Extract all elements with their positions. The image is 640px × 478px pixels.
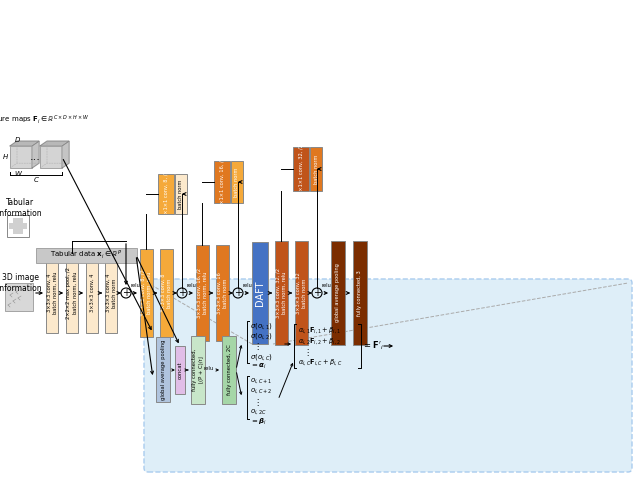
Text: 1×1×1 conv, 8, /2: 1×1×1 conv, 8, /2 [163,171,168,217]
FancyBboxPatch shape [353,241,367,345]
FancyBboxPatch shape [293,147,309,191]
FancyBboxPatch shape [140,249,153,337]
Text: C: C [33,177,38,183]
Text: $\sigma(o_{i,1})$: $\sigma(o_{i,1})$ [250,321,273,331]
Text: 3×3×3 conv, 8, /2
batch norm, relu: 3×3×3 conv, 8, /2 batch norm, relu [141,270,152,316]
FancyBboxPatch shape [158,174,174,214]
Text: fully connected, 2C: fully connected, 2C [227,345,232,395]
Text: 3×3×3 conv, 4
batch norm, relu: 3×3×3 conv, 4 batch norm, relu [46,272,58,314]
Text: relu: relu [242,283,252,288]
Polygon shape [10,141,39,146]
FancyBboxPatch shape [10,146,32,168]
FancyBboxPatch shape [46,253,58,333]
FancyBboxPatch shape [160,249,173,337]
Text: H: H [3,154,8,160]
FancyBboxPatch shape [175,174,187,214]
Text: 3×3×3 conv, 4
batch norm: 3×3×3 conv, 4 batch norm [106,274,116,312]
Text: $\alpha_{i,2}\mathbf{F}_{i,2} + \beta_{i,2}$: $\alpha_{i,2}\mathbf{F}_{i,2} + \beta_{i… [298,336,341,346]
Text: D: D [15,137,20,143]
Polygon shape [62,141,69,168]
Text: 3×3×3 conv, 4: 3×3×3 conv, 4 [90,274,95,312]
Text: concat: concat [177,361,182,379]
FancyBboxPatch shape [231,161,243,203]
Text: fully connected, 3: fully connected, 3 [358,270,362,316]
FancyBboxPatch shape [214,161,230,203]
FancyBboxPatch shape [175,346,185,394]
Text: +: + [234,288,242,298]
Text: 1×1×1 conv, 32, /2: 1×1×1 conv, 32, /2 [298,144,303,194]
Text: Feature maps $\mathbf{F}_i \in \mathbb{R}^{C\times D\times H\times W}$: Feature maps $\mathbf{F}_i \in \mathbb{R… [0,113,90,126]
FancyBboxPatch shape [40,146,62,168]
Text: relu: relu [186,283,196,288]
Text: global average pooling: global average pooling [335,263,340,323]
FancyBboxPatch shape [86,253,98,333]
Text: Tabular
information: Tabular information [0,198,42,217]
Text: 3D image
information: 3D image information [0,273,42,293]
FancyBboxPatch shape [156,337,170,402]
FancyBboxPatch shape [5,283,33,311]
FancyBboxPatch shape [191,336,205,404]
Text: DAFT: DAFT [255,280,265,306]
Text: 3×3×3 conv, 8
batch norm: 3×3×3 conv, 8 batch norm [161,274,172,312]
Text: $o_{i,C+1}$: $o_{i,C+1}$ [250,377,272,385]
Text: +: + [313,288,321,298]
Text: $\vdots$: $\vdots$ [253,396,260,408]
Text: $= \mathbf{F}'_i$: $= \mathbf{F}'_i$ [362,340,383,352]
Text: W: W [15,171,21,177]
Text: relu: relu [130,283,140,288]
Text: $\alpha_{i,1}\mathbf{F}_{i,1} + \beta_{i,1}$: $\alpha_{i,1}\mathbf{F}_{i,1} + \beta_{i… [298,325,341,335]
FancyBboxPatch shape [310,147,322,191]
FancyBboxPatch shape [7,215,29,237]
Text: 2×2×2 max pool, /2
batch norm, relu: 2×2×2 max pool, /2 batch norm, relu [67,267,77,319]
Text: $= \boldsymbol{\beta}_i$: $= \boldsymbol{\beta}_i$ [250,417,267,427]
Text: 3×3×3 conv, 32, /2
batch norm, relu: 3×3×3 conv, 32, /2 batch norm, relu [276,268,287,318]
Text: $o_{i,2C}$: $o_{i,2C}$ [250,408,267,416]
Text: $o_{i,C+2}$: $o_{i,C+2}$ [250,387,272,395]
FancyBboxPatch shape [66,253,78,333]
Text: global average pooling: global average pooling [161,339,166,400]
Text: batch norm: batch norm [234,167,239,196]
Text: 3×3×3 conv, 16, /2
batch norm, relu: 3×3×3 conv, 16, /2 batch norm, relu [197,268,208,318]
Polygon shape [40,141,69,146]
Text: Tabular data $\mathbf{x}_i \in \mathbb{R}^P$: Tabular data $\mathbf{x}_i \in \mathbb{R… [50,249,122,261]
Text: relu: relu [321,283,331,288]
FancyBboxPatch shape [216,245,229,341]
Text: 1×1×1 conv, 16, /2: 1×1×1 conv, 16, /2 [220,157,225,207]
Text: +: + [178,288,186,298]
FancyBboxPatch shape [275,241,288,345]
Text: $\vdots$: $\vdots$ [303,347,310,358]
Bar [9,223,27,229]
Text: relu: relu [204,366,214,370]
Text: ...: ... [29,152,40,162]
Text: $\vdots$: $\vdots$ [253,341,260,352]
Text: +: + [122,288,130,298]
FancyBboxPatch shape [331,241,345,345]
FancyBboxPatch shape [222,336,236,404]
Text: fully connected,
⌊(P + C)/r⌋: fully connected, ⌊(P + C)/r⌋ [193,349,204,391]
Text: $= \boldsymbol{\alpha}_i$: $= \boldsymbol{\alpha}_i$ [250,361,267,370]
Text: $\alpha_{i,C}\mathbf{F}_{i,C} + \beta_{i,C}$: $\alpha_{i,C}\mathbf{F}_{i,C} + \beta_{i… [298,357,342,367]
FancyBboxPatch shape [196,245,209,341]
FancyBboxPatch shape [105,253,117,333]
Polygon shape [32,141,39,168]
Text: batch norm: batch norm [314,154,319,184]
Text: 3×3×3 conv, 16
batch norm: 3×3×3 conv, 16 batch norm [217,272,228,314]
FancyBboxPatch shape [252,242,268,344]
FancyBboxPatch shape [35,248,136,262]
FancyBboxPatch shape [144,279,632,472]
Bar [13,218,23,234]
Text: 3×3×3 conv, 32
batch norm: 3×3×3 conv, 32 batch norm [296,272,307,314]
Text: $\sigma(o_{i,C})$: $\sigma(o_{i,C})$ [250,352,273,362]
Text: $\sigma(o_{i,2})$: $\sigma(o_{i,2})$ [250,331,273,341]
FancyBboxPatch shape [295,241,308,345]
Text: batch norm: batch norm [179,179,184,209]
